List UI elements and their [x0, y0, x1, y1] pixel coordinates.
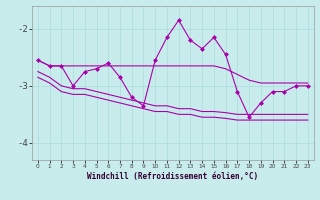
X-axis label: Windchill (Refroidissement éolien,°C): Windchill (Refroidissement éolien,°C): [87, 172, 258, 181]
